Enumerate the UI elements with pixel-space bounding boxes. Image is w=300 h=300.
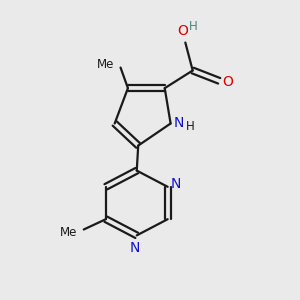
Text: Me: Me	[97, 58, 114, 71]
Text: H: H	[186, 120, 195, 133]
Text: Me: Me	[60, 226, 77, 239]
Text: N: N	[171, 177, 181, 191]
Text: O: O	[222, 75, 233, 89]
Text: N: N	[174, 116, 184, 130]
Text: H: H	[189, 20, 198, 33]
Text: O: O	[178, 24, 188, 38]
Text: N: N	[130, 241, 140, 255]
